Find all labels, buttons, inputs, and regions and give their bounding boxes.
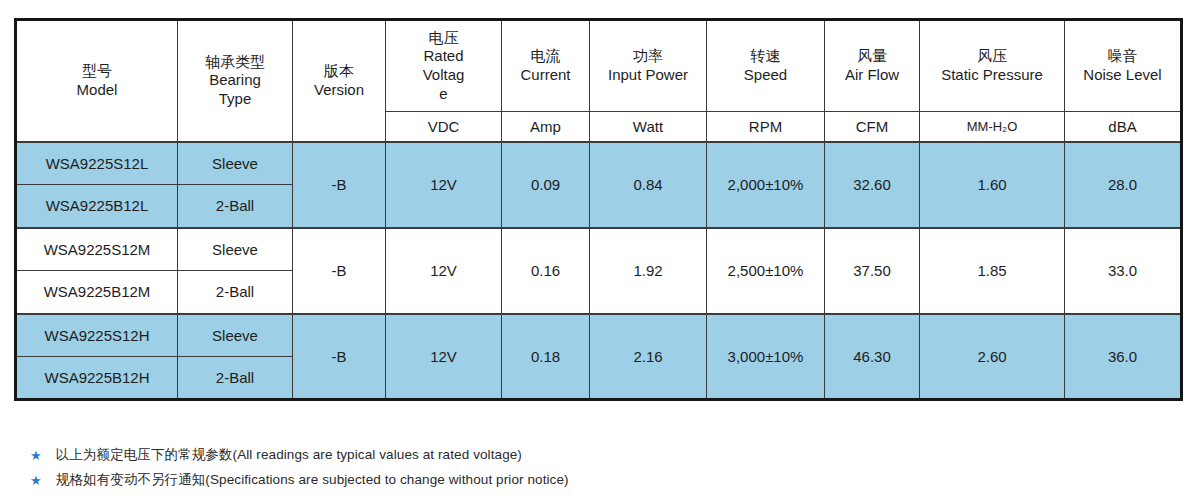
unit-rpm: RPM: [707, 112, 825, 142]
bearing-cell: 2-Ball: [178, 357, 293, 400]
speed-cell: 3,000±10%: [707, 314, 825, 400]
airflow-cell: 37.50: [825, 228, 920, 314]
speed-cell: 2,000±10%: [707, 142, 825, 228]
unit-cfm: CFM: [825, 112, 920, 142]
bearing-cell: Sleeve: [178, 314, 293, 357]
current-cell: 0.09: [502, 142, 590, 228]
airflow-cell: 46.30: [825, 314, 920, 400]
model-cell: WSA9225B12H: [16, 357, 178, 400]
bearing-cell: Sleeve: [178, 228, 293, 271]
footnote-text: 规格如有变动不另行通知(Specifications are subjected…: [56, 471, 569, 489]
column-header-current: 电流 Current: [502, 20, 590, 112]
unit-mm-h2o: MM-H₂O: [920, 112, 1065, 142]
footnote-line: ★ 以上为额定电压下的常规参数(All readings are typical…: [30, 446, 569, 464]
model-cell: WSA9225S12L: [16, 142, 178, 185]
footnotes: ★ 以上为额定电压下的常规参数(All readings are typical…: [30, 446, 569, 496]
column-header-air-flow: 风量 Air Flow: [825, 20, 920, 112]
table-row: WSA9225S12L Sleeve -B 12V 0.09 0.84 2,00…: [16, 142, 1182, 185]
unit-dba: dBA: [1065, 112, 1182, 142]
version-cell: -B: [293, 228, 386, 314]
unit-vdc: VDC: [386, 112, 502, 142]
column-header-speed: 转速 Speed: [707, 20, 825, 112]
column-header-input-power: 功率 Input Power: [590, 20, 707, 112]
pressure-cell: 2.60: [920, 314, 1065, 400]
column-header-version: 版本 Version: [293, 20, 386, 142]
version-cell: -B: [293, 314, 386, 400]
model-cell: WSA9225B12M: [16, 271, 178, 314]
footnote-text: 以上为额定电压下的常规参数(All readings are typical v…: [56, 446, 522, 464]
model-cell: WSA9225S12M: [16, 228, 178, 271]
airflow-cell: 32.60: [825, 142, 920, 228]
table-header-row: 型号 Model 轴承类型 Bearing Type 版本 Version 电压…: [16, 20, 1182, 112]
column-header-bearing-type: 轴承类型 Bearing Type: [178, 20, 293, 142]
unit-watt: Watt: [590, 112, 707, 142]
noise-cell: 28.0: [1065, 142, 1182, 228]
power-cell: 2.16: [590, 314, 707, 400]
bearing-cell: 2-Ball: [178, 185, 293, 228]
unit-amp: Amp: [502, 112, 590, 142]
model-cell: WSA9225S12H: [16, 314, 178, 357]
star-icon: ★: [30, 449, 42, 462]
pressure-cell: 1.85: [920, 228, 1065, 314]
version-cell: -B: [293, 142, 386, 228]
column-header-static-pressure: 风压 Static Pressure: [920, 20, 1065, 112]
star-icon: ★: [30, 474, 42, 487]
noise-cell: 33.0: [1065, 228, 1182, 314]
table-row: WSA9225S12M Sleeve -B 12V 0.16 1.92 2,50…: [16, 228, 1182, 271]
voltage-cell: 12V: [386, 314, 502, 400]
fan-spec-table: 型号 Model 轴承类型 Bearing Type 版本 Version 电压…: [14, 18, 1183, 401]
bearing-cell: Sleeve: [178, 142, 293, 185]
current-cell: 0.18: [502, 314, 590, 400]
bearing-cell: 2-Ball: [178, 271, 293, 314]
column-header-noise-level: 噪音 Noise Level: [1065, 20, 1182, 112]
power-cell: 0.84: [590, 142, 707, 228]
noise-cell: 36.0: [1065, 314, 1182, 400]
voltage-cell: 12V: [386, 228, 502, 314]
model-cell: WSA9225B12L: [16, 185, 178, 228]
column-header-model: 型号 Model: [16, 20, 178, 142]
footnote-line: ★ 规格如有变动不另行通知(Specifications are subject…: [30, 471, 569, 489]
voltage-cell: 12V: [386, 142, 502, 228]
column-header-rated-voltage: 电压 Rated Voltag e: [386, 20, 502, 112]
pressure-cell: 1.60: [920, 142, 1065, 228]
power-cell: 1.92: [590, 228, 707, 314]
table-row: WSA9225S12H Sleeve -B 12V 0.18 2.16 3,00…: [16, 314, 1182, 357]
current-cell: 0.16: [502, 228, 590, 314]
speed-cell: 2,500±10%: [707, 228, 825, 314]
